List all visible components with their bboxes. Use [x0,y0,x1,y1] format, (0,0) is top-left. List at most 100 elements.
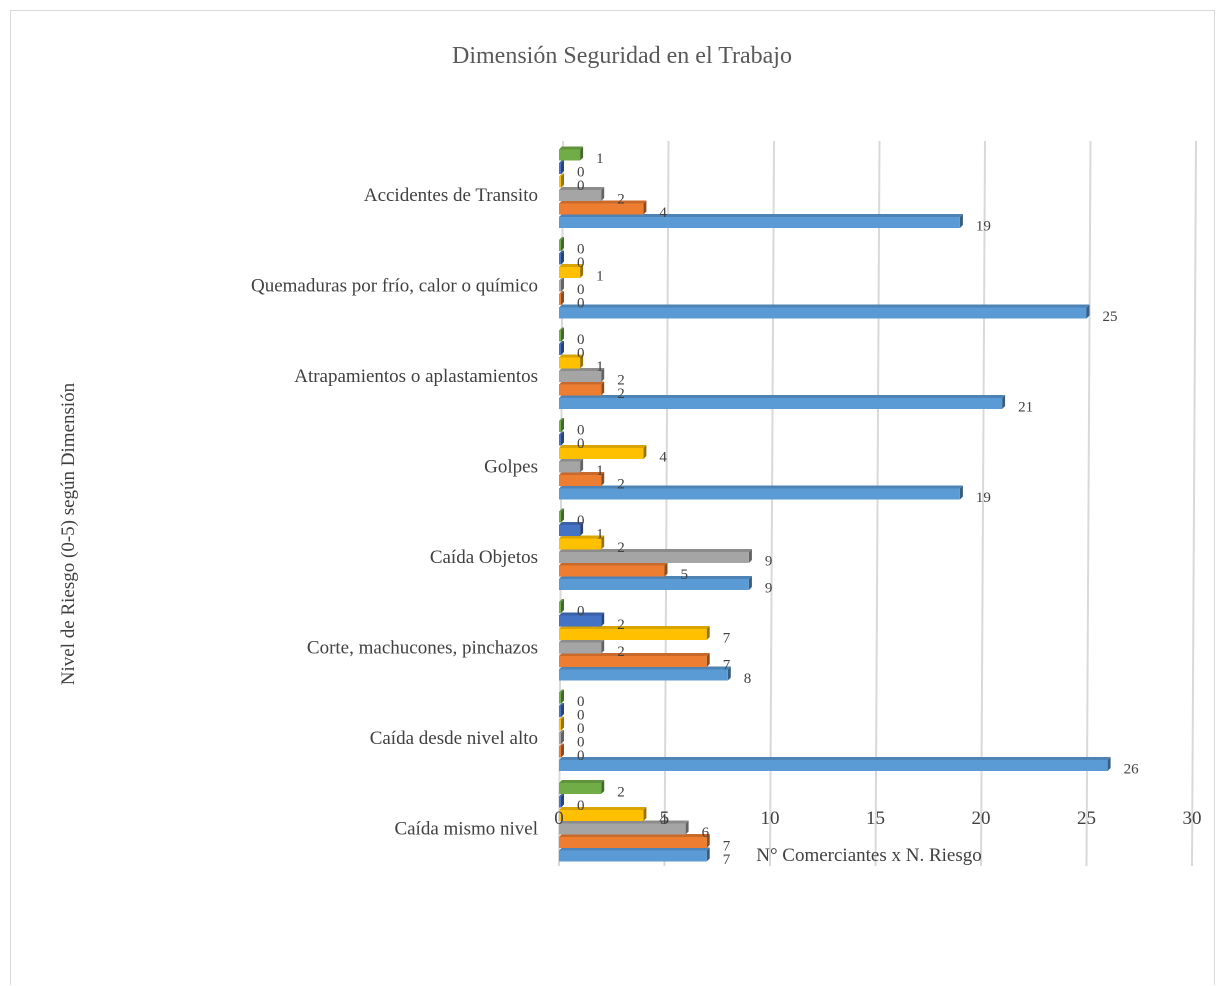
bar-top [559,757,1111,760]
bar [559,810,644,821]
data-label: 2 [617,540,625,556]
bar [559,330,561,342]
bar-side [561,173,564,188]
bar-top [559,304,1090,308]
bar-side [706,626,710,640]
bar-side [580,354,584,369]
bar [559,398,1003,409]
bar [559,642,602,654]
bar-side [601,639,605,654]
bar [559,461,581,473]
bar-side [561,716,564,731]
bar-side [748,576,752,590]
data-label: 5 [681,567,689,583]
data-label: 0 [577,513,585,529]
bar-top [559,780,605,783]
bar-top [559,485,963,489]
data-label: 9 [765,554,773,570]
bar [559,565,665,577]
bar-top [559,264,584,267]
bar-top [559,354,584,358]
bar-top [559,237,564,240]
bar-side [685,820,689,835]
bar-top [559,214,963,217]
category-label: Quemaduras por frío, calor o químico [251,275,538,296]
category-label: Accidentes de Transito [364,185,538,206]
data-label: 0 [577,436,585,452]
bar [559,253,561,265]
bar [559,294,561,305]
bar-top [559,653,710,656]
x-tick-label: 20 [972,808,991,829]
bar [559,203,644,215]
category-label: Corte, machucones, pinchazos [307,637,538,658]
category-label: Atrapamientos o aplastamientos [294,366,538,387]
bar [559,511,561,523]
gridline [663,140,670,867]
bar-top [559,743,564,747]
bar-side [706,834,710,848]
bar-top [559,666,731,670]
data-label: 7 [723,631,731,647]
bar-top [559,187,605,190]
bar-top [559,368,605,371]
data-label: 2 [617,644,625,660]
bar [559,706,561,717]
bar [559,850,707,862]
bar-top [559,200,647,204]
bar [559,434,561,446]
bar [559,656,707,667]
bar-side [561,793,564,808]
data-label: 1 [596,527,604,543]
bar-side [561,277,564,292]
bar-top [559,612,605,616]
data-label: 7 [723,839,731,855]
data-label: 0 [577,694,585,710]
bar [559,579,749,590]
bar-side [706,847,710,862]
bar-top [559,703,564,706]
bar [559,149,581,161]
bar-top [559,549,752,552]
bar-top [559,562,668,566]
bar [559,176,561,188]
category-label: Golpes [484,456,538,477]
bar [559,669,728,681]
gridlines [558,140,1197,867]
bar-side [1002,395,1006,409]
data-label: 0 [577,296,585,312]
bar-side [643,445,647,459]
bar-top [559,146,584,150]
data-label: 0 [577,735,585,751]
data-label: 8 [744,671,752,687]
data-label: 25 [1103,309,1118,325]
bar-side [561,237,564,251]
gridline [1085,140,1092,867]
bar [559,615,602,627]
data-label: 2 [617,386,625,402]
bar-side [601,612,605,627]
x-tick-label: 30 [1183,808,1202,829]
bar [559,692,561,704]
bar-side [643,807,647,821]
data-label: 19 [976,219,991,235]
category-labels: Caída mismo nivel Caída desde nivel alto C… [251,185,538,840]
gridline [874,140,881,867]
bar-side [561,703,564,717]
data-label: 21 [1018,400,1033,416]
bar-side [561,743,564,758]
bar [559,448,644,459]
data-label: 2 [617,477,625,493]
data-label: 0 [577,423,585,439]
data-label: 4 [659,450,667,466]
bar [559,371,602,382]
bar-top [559,250,564,254]
bar-side [601,381,605,396]
bar-top [559,173,564,177]
bar-side [601,535,605,550]
bar-top [559,381,605,385]
bar-top [559,626,710,629]
bar [559,384,602,396]
data-label: 0 [577,255,585,271]
y-axis-title: Nivel de Riesgo (0-5) según Dimensión [58,382,79,685]
